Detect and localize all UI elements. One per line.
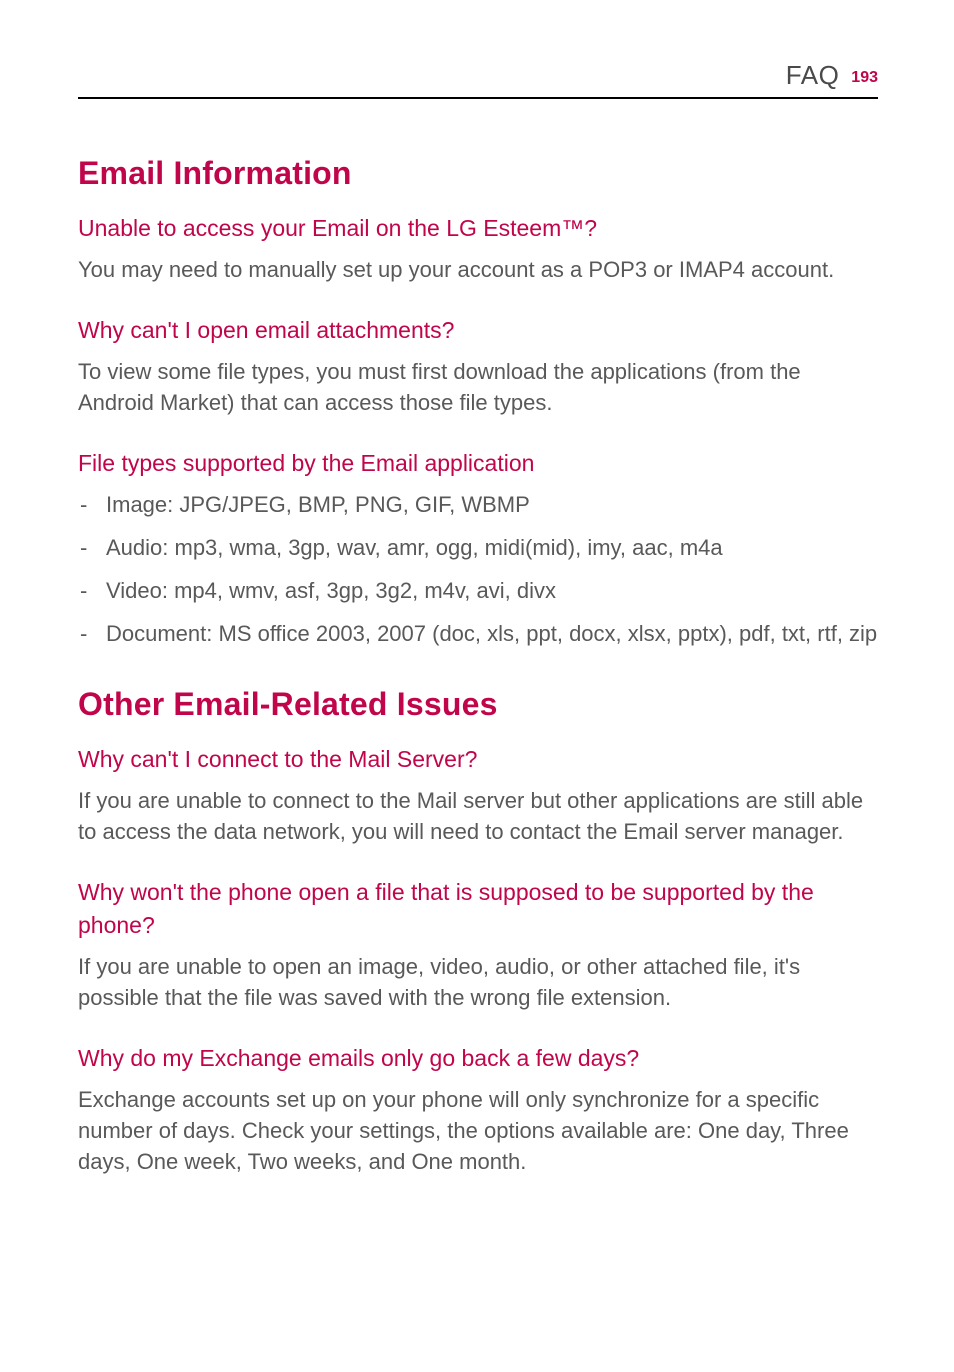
bullet-dash: - [78,533,106,564]
faq-answer: If you are unable to open an image, vide… [78,952,878,1014]
header-section-label: FAQ [786,60,840,91]
faq-question: Why won't the phone open a file that is … [78,876,878,943]
list-item-text: Document: MS office 2003, 2007 (doc, xls… [106,619,878,650]
list-item: -Video: mp4, wmv, asf, 3gp, 3g2, m4v, av… [78,576,878,607]
section-title: Other Email-Related Issues [78,686,878,723]
faq-question: Why do my Exchange emails only go back a… [78,1042,878,1075]
faq-question: File types supported by the Email applic… [78,447,878,480]
list-item: -Document: MS office 2003, 2007 (doc, xl… [78,619,878,650]
faq-question: Why can't I connect to the Mail Server? [78,743,878,776]
document-page: FAQ 193 Email Information Unable to acce… [0,0,954,1218]
bullet-dash: - [78,490,106,521]
list-item-text: Audio: mp3, wma, 3gp, wav, amr, ogg, mid… [106,533,878,564]
bullet-dash: - [78,619,106,650]
faq-question: Unable to access your Email on the LG Es… [78,212,878,245]
page-number: 193 [851,69,878,87]
file-type-list: -Image: JPG/JPEG, BMP, PNG, GIF, WBMP -A… [78,490,878,649]
list-item-text: Image: JPG/JPEG, BMP, PNG, GIF, WBMP [106,490,878,521]
section-title: Email Information [78,155,878,192]
faq-answer: Exchange accounts set up on your phone w… [78,1085,878,1177]
bullet-dash: - [78,576,106,607]
list-item-text: Video: mp4, wmv, asf, 3gp, 3g2, m4v, avi… [106,576,878,607]
faq-answer: If you are unable to connect to the Mail… [78,786,878,848]
running-header: FAQ 193 [78,60,878,91]
list-item: -Image: JPG/JPEG, BMP, PNG, GIF, WBMP [78,490,878,521]
faq-answer: You may need to manually set up your acc… [78,255,878,286]
faq-question: Why can't I open email attachments? [78,314,878,347]
faq-answer: To view some file types, you must first … [78,357,878,419]
list-item: -Audio: mp3, wma, 3gp, wav, amr, ogg, mi… [78,533,878,564]
header-rule [78,97,878,99]
